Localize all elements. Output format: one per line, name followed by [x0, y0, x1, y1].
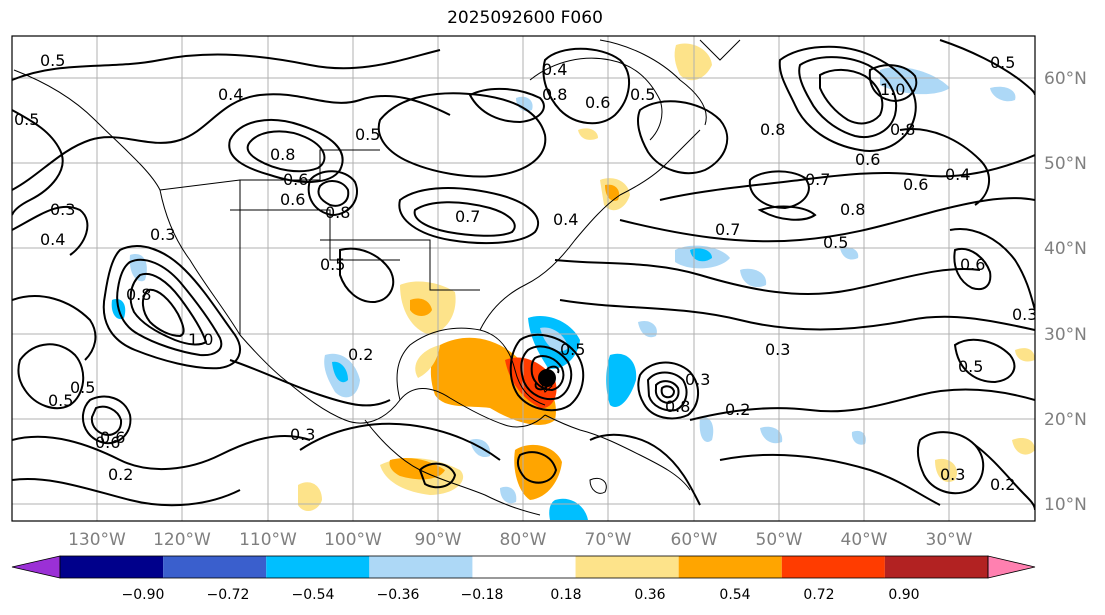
hurricane-center-marker: [538, 369, 556, 387]
contour-label: 0.5: [320, 255, 345, 274]
contour-label: 0.6: [903, 175, 928, 194]
contour-label: 0.3: [765, 340, 790, 359]
colorbar-label: −0.18: [461, 587, 504, 603]
map-frame: [11, 35, 1036, 522]
contour-label: 0.6: [585, 93, 610, 112]
contour-label: 0.3: [150, 225, 175, 244]
map-title: 2025092600 F060: [447, 8, 603, 28]
contour-label: 0.3: [940, 465, 965, 484]
contour-label: 0.7: [805, 170, 830, 189]
contour-label: 1.0: [880, 80, 905, 99]
colorbar-segment: [472, 556, 576, 578]
lon-tick-label: 40°W: [841, 530, 888, 550]
colorbar-segment: [575, 556, 679, 578]
contour-label: 0.6: [283, 170, 308, 189]
lon-tick-label: 130°W: [68, 530, 126, 550]
colorbar-outline: [59, 555, 989, 579]
lon-tick-label: 30°W: [926, 530, 973, 550]
contour-label: 0.4: [542, 60, 567, 79]
colorbar: [11, 555, 1036, 579]
contour-label: 0.8: [126, 285, 151, 304]
colorbar-label: −0.36: [377, 587, 420, 603]
contour-label: 0.5: [70, 378, 95, 397]
colorbar-segment: [678, 556, 782, 578]
contour-label: 0.5: [958, 357, 983, 376]
lon-tick-label: 90°W: [415, 530, 462, 550]
contour-label: 0.3: [685, 370, 710, 389]
colorbar-label: −0.54: [292, 587, 335, 603]
contour-label: 0.8: [542, 85, 567, 104]
contour-label: 0.8: [665, 397, 690, 416]
colorbar-segment: [163, 556, 267, 578]
colorbar-label: 0.18: [550, 587, 581, 603]
contour-label: 0.5: [560, 340, 585, 359]
latitude-tick-labels: 60°N 50°N 40°N 30°N 20°N 10°N: [1044, 69, 1087, 515]
contour-label: 0.7: [715, 220, 740, 239]
contour-label: 0.3: [1012, 305, 1037, 324]
contour-lines: [12, 39, 1035, 511]
lat-tick-label: 30°N: [1044, 325, 1087, 345]
colorbar-extend-low: [11, 555, 61, 579]
contour-label: 0.8: [325, 203, 350, 222]
contour-label: 0.3: [290, 425, 315, 444]
contour-label: 0.2: [725, 400, 750, 419]
colorbar-label: −0.90: [122, 587, 165, 603]
contour-label: 0.2: [348, 345, 373, 364]
contour-label: 0.5: [823, 233, 848, 252]
lat-tick-label: 20°N: [1044, 410, 1087, 430]
contour-label: 0.8: [840, 200, 865, 219]
colorbar-label: −0.72: [207, 587, 250, 603]
contour-label: 0.8: [760, 120, 785, 139]
colorbar-segment: [60, 556, 164, 578]
colorbar-extend-high: [987, 555, 1036, 579]
contour-label: 0.5: [40, 51, 65, 70]
contour-label: 0.4: [945, 165, 970, 184]
lat-tick-label: 40°N: [1044, 239, 1087, 259]
colorbar-label: 0.54: [719, 587, 750, 603]
contour-label: 0.6: [95, 433, 120, 452]
colorbar-label: 0.90: [888, 587, 919, 603]
contour-label: 0.5: [630, 85, 655, 104]
contour-label: 0.4: [553, 210, 578, 229]
contour-label: 0.4: [218, 85, 243, 104]
colorbar-segment: [266, 556, 370, 578]
lat-tick-label: 60°N: [1044, 69, 1087, 89]
colorbar-segment: [884, 556, 988, 578]
contour-label: 0.5: [14, 110, 39, 129]
contour-label: 0.6: [855, 150, 880, 169]
contour-label: 0.5: [48, 391, 73, 410]
lat-tick-label: 50°N: [1044, 154, 1087, 174]
hurricane-spiral-arm: [546, 365, 560, 374]
colorbar-label: 0.72: [803, 587, 834, 603]
colorbar-segment: [369, 556, 473, 578]
contour-label: 0.7: [455, 207, 480, 226]
contour-label: 0.8: [890, 120, 915, 139]
lon-tick-label: 80°W: [500, 530, 547, 550]
longitude-tick-labels: 130°W 120°W 110°W 100°W 90°W 80°W 70°W 6…: [68, 530, 973, 550]
contour-labels: 0.5 0.4 0.5 0.3 0.8 0.6 0.6 0.8 0.5 0.3 …: [14, 51, 1037, 494]
contour-label: 0.6: [960, 255, 985, 274]
lon-tick-label: 70°W: [585, 530, 632, 550]
lat-tick-label: 10°N: [1044, 495, 1087, 515]
hurricane-spiral-arm: [534, 382, 548, 391]
lon-tick-label: 120°W: [153, 530, 211, 550]
colorbar-labels: −0.90 −0.72 −0.54 −0.36 −0.18 0.18 0.36 …: [122, 587, 920, 603]
lon-tick-label: 100°W: [324, 530, 382, 550]
colorbar-label: 0.36: [634, 587, 665, 603]
contour-label: 0.2: [990, 475, 1015, 494]
lon-tick-label: 60°W: [671, 530, 718, 550]
contour-label: 0.4: [40, 230, 65, 249]
contour-label: 0.2: [108, 465, 133, 484]
contour-label: 0.5: [355, 125, 380, 144]
lon-tick-label: 50°W: [756, 530, 803, 550]
contour-label: 0.6: [280, 190, 305, 209]
colorbar-segment: [781, 556, 885, 578]
contour-label: 0.3: [50, 200, 75, 219]
contour-label: 1.0: [188, 330, 213, 349]
contour-label: 0.8: [270, 145, 295, 164]
contour-label: 0.5: [990, 53, 1015, 72]
contour-label: 0.6: [100, 428, 125, 447]
lon-tick-label: 110°W: [239, 530, 297, 550]
